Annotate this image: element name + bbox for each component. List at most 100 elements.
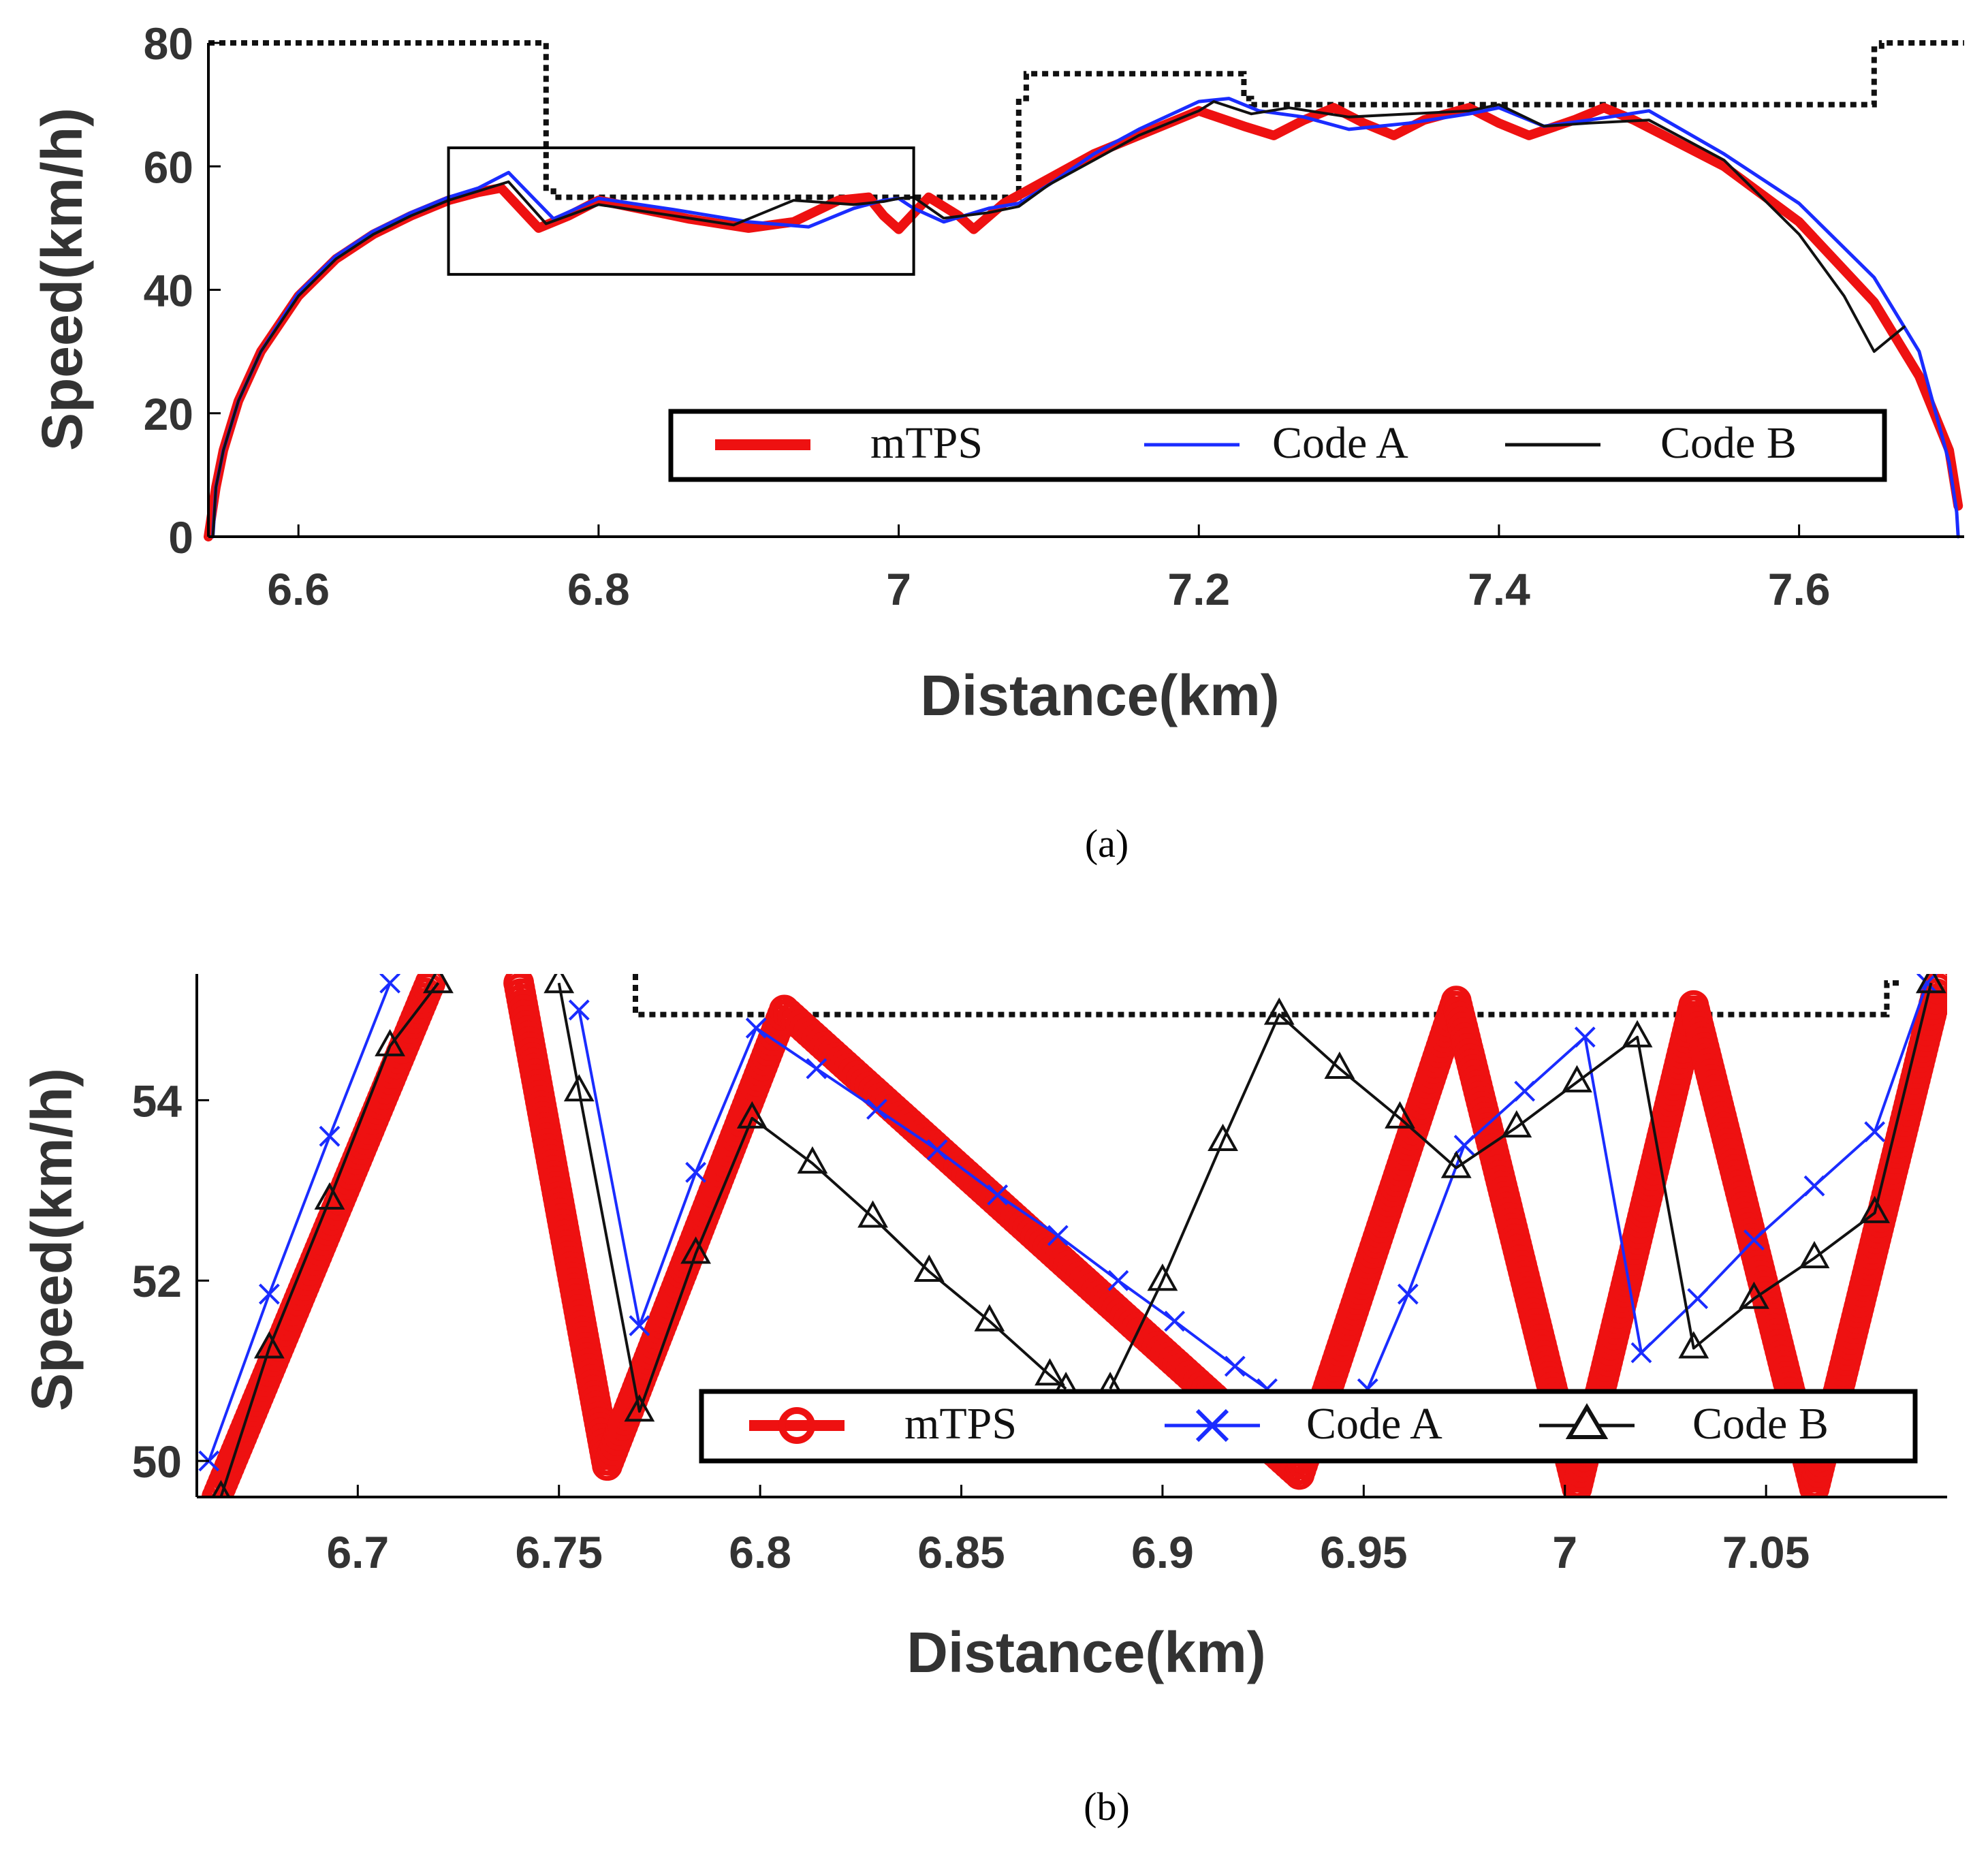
- panel-b-series-code-b-marker: [736, 1101, 768, 1129]
- panel-b-series-code-b-marker: [797, 1146, 828, 1174]
- panel-a-x-tick-label: 6.8: [567, 564, 630, 614]
- panel-b-series-code-b-marker: [974, 1304, 1005, 1332]
- panel-b-series-code-a-marker: [987, 1184, 1009, 1206]
- panel-a-x-tick-label: 7.4: [1468, 564, 1530, 614]
- panel-b-series-code-a-marker: [866, 1099, 887, 1120]
- panel-b-legend-marker-mtps: [778, 1407, 815, 1444]
- panel-b-series-code-b-marker: [423, 974, 454, 994]
- panel-a-y-tick-label: 0: [168, 512, 193, 563]
- panel-b-series-code-a-marker: [1453, 1135, 1475, 1156]
- panel-b-series-code-b-marker: [253, 1331, 285, 1359]
- panel-b-series-code-b-marker: [563, 1074, 595, 1102]
- panel-a-y-tick-label: 20: [144, 389, 193, 439]
- panel-a-y-tick-label: 40: [144, 266, 193, 316]
- panel-b-x-tick-label: 6.95: [1320, 1527, 1407, 1577]
- panel-b-legend-label-code-b: Code B: [1692, 1399, 1829, 1449]
- panel-b-x-tick-label: 6.8: [729, 1527, 791, 1577]
- panel-b-series-code-b-marker: [624, 1394, 655, 1422]
- panel-a-legend-label-mtps: mTPS: [870, 418, 983, 468]
- panel-b-series-code-a-marker: [1743, 1229, 1765, 1251]
- panel-a-axes: 0 20 40 60 80 6.6 6.8 7 7.2 7.4 7.6: [144, 18, 1964, 614]
- panel-b-series-code-b-marker: [1208, 1123, 1238, 1151]
- panel-b-series-code-b-marker: [375, 1028, 405, 1056]
- panel-a-caption: (a): [1085, 821, 1129, 866]
- panel-b-series-code-a-marker: [685, 1161, 707, 1183]
- panel-b-series-code-a-marker: [258, 1283, 280, 1305]
- panel-b-series-code-b-marker: [1799, 1241, 1830, 1269]
- panel-b-series-code-b-marker: [1915, 974, 1946, 994]
- panel-b-series-code-b-marker: [1501, 1110, 1532, 1138]
- panel-b-axes: 50 52 54 6.7 6.75 6.8 6.85 6.9 6.95 7 7.05: [132, 974, 1947, 1577]
- panel-b-series-mtps-marker: [415, 974, 446, 998]
- panel-b-series-code-a-marker: [745, 1018, 767, 1039]
- panel-b-series-code-a-marker: [1047, 1225, 1069, 1246]
- panel-a-series-code-b-line: [211, 100, 1906, 538]
- panel-b-series-code-a-marker: [1574, 1026, 1596, 1048]
- panel-b-series-code-b-line: [557, 982, 1067, 1413]
- panel-b-x-tick-label: 6.7: [326, 1527, 389, 1577]
- panel-b-legend-box: [699, 1389, 1918, 1464]
- panel-a-speed-limit-line: [208, 40, 1964, 200]
- panel-b-x-tick-label: 6.9: [1131, 1527, 1194, 1577]
- panel-b-series-code-a-marker: [1514, 1080, 1536, 1102]
- panel-b-legend-label-code-a: Code A: [1306, 1399, 1442, 1449]
- panel-b-legend-marker-code-b: [1565, 1403, 1609, 1439]
- panel-b-series-code-b-marker: [1859, 1195, 1891, 1223]
- panel-b-series-code-a-marker: [1164, 1310, 1186, 1332]
- panel-a-legend: mTPS Code A Code B: [668, 409, 1887, 482]
- panel-a-y-tick-label: 80: [144, 18, 193, 69]
- panel-b-caption: (b): [1084, 1784, 1130, 1829]
- panel-b-series-code-b-marker: [1263, 997, 1295, 1025]
- panel-b-series-code-a-marker: [1864, 1121, 1886, 1143]
- panel-b-series-code-b-marker: [1678, 1331, 1709, 1359]
- panel-b-series-code-b-marker: [680, 1236, 712, 1264]
- panel-b-series-code-a-marker: [1803, 1175, 1825, 1197]
- panel-a-zoom-box: [447, 146, 915, 276]
- panel-b-plot-area: [198, 974, 1947, 1497]
- panel-b-x-tick-label: 7: [1552, 1527, 1577, 1577]
- panel-a-legend-label-code-b: Code B: [1660, 418, 1797, 468]
- panel-b-speed-limit-line: [633, 974, 1899, 1018]
- panel-b-x-tick-label: 7.05: [1722, 1527, 1810, 1577]
- panel-a-chart: 0 20 40 60 80 6.6 6.8 7 7.2 7.4 7.6 mTPS Code A Co…: [30, 18, 1964, 866]
- panel-b-legend: mTPS Code A Code B: [699, 1389, 1918, 1464]
- panel-b-series-code-b-marker: [913, 1254, 945, 1282]
- panel-a-plot-area: [204, 40, 1964, 541]
- panel-b-series-code-a-marker: [926, 1139, 948, 1161]
- panel-b-series-code-b-marker: [1562, 1065, 1592, 1092]
- panel-b-series-code-a-marker: [806, 1058, 827, 1080]
- panel-b-series-code-a-marker: [629, 1314, 650, 1336]
- panel-b-series-code-b-marker: [1035, 1358, 1065, 1386]
- panel-a-x-tick-label: 7.6: [1768, 564, 1831, 614]
- panel-b-series-code-a-marker: [319, 1125, 341, 1147]
- panel-b-series-code-a-line: [207, 982, 392, 1462]
- panel-a-x-tick-label: 7: [886, 564, 911, 614]
- panel-b-x-axis-label: Distance(km): [906, 1620, 1266, 1684]
- panel-a-y-axis-label: Speed(km/h): [30, 108, 94, 451]
- panel-b-x-tick-label: 6.75: [515, 1527, 602, 1577]
- panel-b-y-tick-label: 50: [132, 1436, 182, 1487]
- panel-b-series-code-b-marker: [1739, 1281, 1769, 1309]
- panel-a-x-tick-label: 7.2: [1167, 564, 1230, 614]
- panel-b-x-tick-label: 6.85: [917, 1527, 1005, 1577]
- panel-b-series-code-b-marker: [1324, 1051, 1355, 1080]
- panel-b-series-code-a-marker: [1397, 1283, 1419, 1305]
- panel-b-y-axis-label: Speed(km/h): [20, 1068, 84, 1411]
- panel-a-y-tick-label: 60: [144, 142, 193, 192]
- panel-b-series-code-b-marker: [1385, 1101, 1415, 1129]
- panel-a-legend-box: [668, 409, 1887, 482]
- panel-b-series-code-b-line: [1109, 982, 1933, 1389]
- panel-b-series-code-b-marker: [1440, 1150, 1472, 1178]
- panel-b-series-code-a-marker: [379, 974, 401, 994]
- panel-b-series-code-b-marker: [857, 1200, 888, 1228]
- panel-b-series-code-a-marker: [1687, 1288, 1709, 1310]
- panel-b-series-code-a-marker: [568, 999, 590, 1021]
- panel-b-y-tick-label: 52: [132, 1256, 182, 1306]
- panel-a-x-tick-label: 6.6: [267, 564, 330, 614]
- panel-b-series-code-b-line: [219, 981, 440, 1497]
- panel-a-legend-label-code-a: Code A: [1272, 418, 1408, 468]
- panel-b-series-code-b-marker: [1147, 1263, 1178, 1291]
- panel-b-series-code-b-marker: [211, 1479, 231, 1497]
